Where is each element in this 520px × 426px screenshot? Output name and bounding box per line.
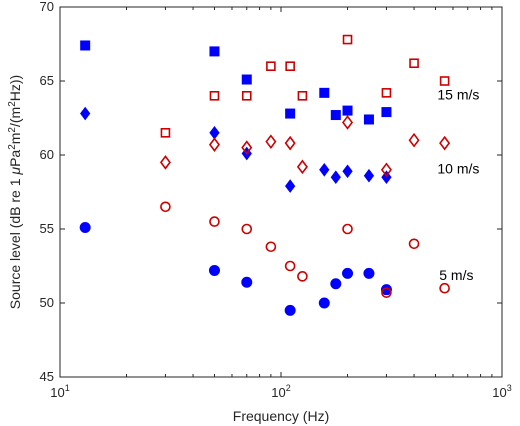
open-circle-point	[342, 223, 353, 235]
y-tick-label: 65	[40, 73, 54, 88]
x-tick-label: 101	[50, 383, 69, 400]
filled-square-point	[381, 107, 392, 118]
open-diamond-point	[265, 134, 277, 150]
filled-circle-point	[330, 278, 342, 290]
marks-layer	[79, 34, 451, 316]
filled-square-point	[330, 110, 341, 121]
x-tick-label-base: 10	[271, 385, 285, 400]
open-circle-point	[381, 287, 392, 298]
y-tick-label: 55	[40, 221, 54, 236]
open-circle-point	[408, 238, 420, 250]
open-circle-point	[297, 271, 308, 282]
open-square-point	[285, 61, 295, 72]
y-axis-label-mu: μ	[7, 167, 23, 176]
plot-frame	[59, 6, 503, 378]
filled-diamond-point	[342, 164, 353, 179]
y-axis-label-m: m	[7, 133, 23, 145]
open-diamond-point	[284, 135, 296, 151]
filled-diamond-point	[330, 170, 341, 185]
open-circle-point	[209, 216, 220, 227]
open-square-point	[409, 58, 419, 69]
y-axis-label: Source level (dB re 1 μPa2m2/(m2Hz))	[7, 75, 24, 309]
y-axis-label-sup3: 2	[7, 101, 18, 107]
y-axis-label-end: Hz))	[7, 75, 23, 101]
open-square-point	[241, 91, 252, 101]
filled-square-point	[342, 105, 353, 116]
filled-square-point	[209, 46, 220, 57]
open-diamond-point	[241, 140, 253, 155]
open-diamond-point	[208, 137, 220, 152]
open-diamond-point	[439, 135, 451, 151]
filled-diamond-point	[209, 125, 220, 140]
filled-circle-point	[284, 304, 296, 316]
open-diamond-point	[342, 115, 354, 130]
x-tick-label-base: 10	[50, 385, 64, 400]
x-tick-label-base: 10	[492, 385, 506, 400]
filled-square-point	[319, 87, 330, 98]
filled-circle-point	[363, 267, 375, 279]
filled-square-point	[241, 74, 252, 85]
filled-circle-point	[318, 297, 330, 309]
x-tick-label-exp: 3	[507, 383, 512, 393]
filled-circle-point	[208, 264, 220, 276]
y-tick-label: 50	[40, 295, 54, 310]
open-diamond-point	[408, 132, 420, 148]
x-tick-label: 103	[492, 383, 511, 400]
open-circle-point	[439, 282, 450, 294]
filled-diamond-point	[363, 168, 375, 183]
open-diamond-point	[159, 155, 171, 170]
speed-annotation: 15 m/s	[437, 86, 479, 102]
filled-diamond-point	[285, 179, 296, 193]
y-axis-label-base: Source level (dB re 1	[7, 175, 23, 310]
open-circle-point	[241, 223, 253, 235]
speed-annotation: 5 m/s	[439, 267, 473, 283]
x-tick-label-exp: 2	[286, 383, 291, 393]
open-diamond-point	[296, 159, 308, 175]
open-circle-point	[265, 241, 277, 253]
open-square-point	[439, 76, 450, 86]
filled-diamond-point	[319, 162, 330, 177]
open-square-point	[342, 34, 353, 45]
y-tick-label: 60	[40, 147, 54, 162]
x-tick-label: 102	[271, 383, 290, 400]
y-tick-label: 70	[40, 0, 54, 14]
open-circle-point	[160, 201, 171, 213]
filled-circle-point	[342, 267, 354, 279]
filled-square-point	[363, 114, 374, 125]
open-square-point	[209, 91, 220, 101]
filled-circle-point	[241, 276, 253, 288]
open-square-point	[266, 61, 276, 72]
open-square-point	[297, 91, 308, 101]
open-circle-point	[284, 260, 296, 272]
filled-diamond-point	[381, 170, 392, 185]
y-axis-label-tail: /(m	[7, 107, 23, 127]
open-square-point	[381, 88, 392, 98]
y-axis-label-pa: Pa	[7, 150, 23, 167]
x-axis-label: Frequency (Hz)	[233, 408, 329, 424]
filled-square-point	[80, 40, 91, 51]
open-diamond-point	[380, 162, 392, 178]
annotations-layer: 15 m/s 10 m/s 5 m/s	[437, 86, 479, 283]
filled-circle-point	[79, 222, 91, 234]
x-tick-label-exp: 1	[65, 383, 70, 393]
y-axis-label-sup2: 2	[7, 127, 18, 133]
speed-annotation: 10 m/s	[437, 160, 479, 176]
y-axis-label-sup1: 2	[7, 144, 18, 150]
filled-square-point	[285, 108, 296, 119]
y-tick-label: 45	[40, 369, 54, 384]
filled-circle-point	[380, 284, 392, 296]
open-square-point	[160, 128, 171, 138]
filled-diamond-point	[80, 106, 91, 121]
